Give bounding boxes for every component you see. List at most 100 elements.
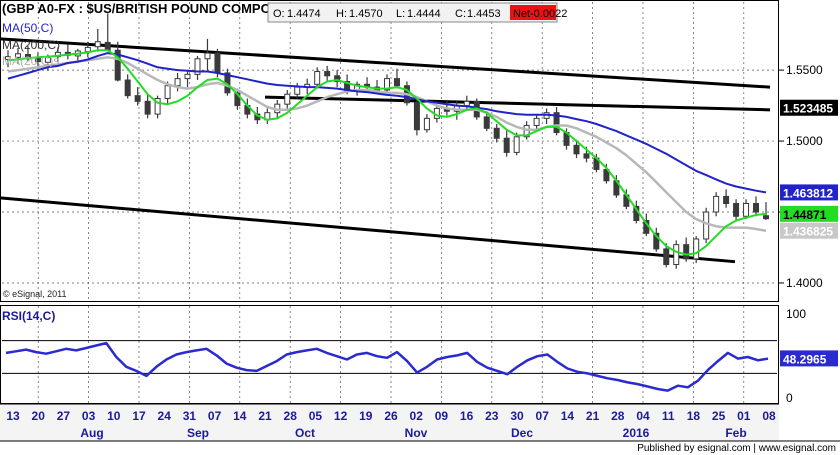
ohlc-close-label: C: <box>455 8 466 20</box>
price-value-tag-label: 1.44871 <box>783 208 827 222</box>
candle-body <box>763 215 769 220</box>
ma200-legend: MA(200,C) <box>2 38 60 52</box>
candle-body <box>134 95 141 102</box>
candle-body <box>733 203 740 217</box>
candle-body <box>683 244 690 260</box>
rsi-value-tag <box>780 350 838 367</box>
candle-body <box>384 78 390 91</box>
price-tick-label: 1.5500 <box>786 63 823 77</box>
x-tick-label: 02 <box>410 409 424 423</box>
x-tick-label: 03 <box>82 409 96 423</box>
ma200-line <box>7 56 767 233</box>
symbol-title: (GBP A0-FX : $US/BRITISH POUND COMPO <box>2 1 271 16</box>
price-tick-label: 1.5000 <box>786 134 823 148</box>
candle-body <box>583 153 590 159</box>
month-label: Oct <box>295 426 315 440</box>
price-panel-frame <box>0 0 779 302</box>
x-tick-label: 16 <box>460 409 474 423</box>
candle-body <box>753 203 760 213</box>
candle-body <box>184 73 191 80</box>
candle-body <box>294 86 301 95</box>
x-tick-label: 14 <box>233 409 247 423</box>
x-tick-label: 20 <box>32 409 46 423</box>
x-tick-label: 09 <box>435 409 449 423</box>
ohlc-low-value: 1.4444 <box>407 8 441 20</box>
ma20-legend: MA(20,C)s <box>2 54 59 68</box>
moving-average-group <box>7 49 767 256</box>
price-value-tag <box>780 222 838 239</box>
rsi-tick-label: 100 <box>786 307 806 321</box>
x-tick-label: 25 <box>712 409 726 423</box>
ma50-line <box>7 52 767 194</box>
month-label: Aug <box>80 426 103 440</box>
axis-labels: 13 20 27 03 10 17 24 31 07 14 21 28 05 12 19 26 02 09 16 23… <box>6 63 838 440</box>
month-label: Feb <box>725 426 746 440</box>
candle-body <box>523 124 530 138</box>
candle-body <box>393 78 400 87</box>
x-tick-label: 11 <box>662 409 675 423</box>
candle-body <box>314 71 321 85</box>
net-value: -0.0022 <box>530 8 567 20</box>
trendline <box>0 196 736 264</box>
candle-body <box>104 41 111 51</box>
candle-body <box>284 93 291 105</box>
candle-body <box>743 203 750 217</box>
price-value-tag <box>780 205 838 222</box>
candle-body <box>493 127 500 139</box>
x-tick-label: 13 <box>6 409 20 423</box>
net-change-badge <box>510 5 556 20</box>
ohlc-close-value: 1.4453 <box>467 8 501 20</box>
x-tick-label: 04 <box>636 409 650 423</box>
ohlc-values: O: 1.4474 H: 1.4570 L: 1.4444 C: 1.4453 <box>273 8 501 20</box>
candle-body <box>413 102 420 131</box>
ohlc-box <box>267 2 558 23</box>
trendline-group <box>0 37 771 264</box>
candle-body <box>533 117 540 126</box>
x-tick-label: 19 <box>359 409 373 423</box>
x-tick-label: 21 <box>258 409 272 423</box>
ohlc-high-label: H: <box>336 8 347 20</box>
ohlc-open-label: O: <box>273 8 285 20</box>
candle-body <box>513 136 520 153</box>
candle-body <box>553 112 560 134</box>
candle-body <box>214 52 221 74</box>
trendline <box>0 37 771 89</box>
price-value-tag-label: 1.523485 <box>783 102 833 116</box>
rsi-line <box>5 341 769 392</box>
candle-body <box>324 71 331 77</box>
price-value-tag <box>780 184 838 201</box>
copyright-note: © eSignal, 2011 <box>3 289 67 299</box>
price-value-tag <box>780 99 838 116</box>
rsi-group <box>5 341 769 392</box>
x-tick-label: 27 <box>57 409 71 423</box>
x-tick-label: 07 <box>208 409 222 423</box>
date-axis-bar <box>0 404 779 441</box>
candle-body <box>194 58 201 75</box>
x-tick-label: 26 <box>384 409 398 423</box>
price-tick-label: 1.4000 <box>786 276 823 290</box>
candle-body <box>653 232 660 250</box>
x-tick-label: 31 <box>183 409 197 423</box>
x-tick-label: 17 <box>132 409 146 423</box>
candle-body <box>94 41 101 48</box>
price-value-tag-label: 1.436825 <box>783 225 833 239</box>
x-tick-label: 24 <box>158 409 172 423</box>
x-tick-label: 28 <box>611 409 625 423</box>
price-value-tag-label: 1.463812 <box>783 186 833 200</box>
x-tick-label: 23 <box>485 409 499 423</box>
ma50-legend: MA(50,C) <box>2 21 53 35</box>
x-tick-label: 14 <box>561 409 575 423</box>
x-tick-label: 01 <box>737 409 751 423</box>
candle-body <box>204 52 211 60</box>
x-tick-label: 21 <box>586 409 600 423</box>
published-footer: Published by esignal.com | www.esignal.c… <box>637 443 836 454</box>
candle-body <box>334 75 341 82</box>
candle-body <box>723 195 730 205</box>
candle-body <box>423 117 430 131</box>
candle-body <box>663 248 670 266</box>
x-tick-label: 10 <box>107 409 121 423</box>
candle-body <box>164 85 171 99</box>
x-tick-label: 07 <box>536 409 550 423</box>
grid-lines <box>2 2 777 403</box>
